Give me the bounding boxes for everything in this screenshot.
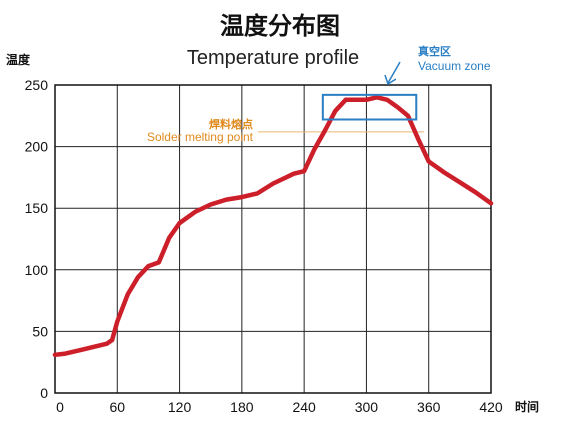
y-axis-label: 温度 — [6, 52, 31, 67]
y-tick-label: 200 — [25, 139, 49, 155]
x-tick-label: 60 — [109, 399, 125, 415]
y-tick-label: 150 — [25, 200, 49, 216]
x-tick-label: 300 — [355, 399, 379, 415]
x-tick-label: 360 — [417, 399, 441, 415]
vacuum-zone-pointer — [387, 61, 401, 84]
series-line-temperature — [52, 95, 494, 358]
vacuum-zone-pointer-head — [384, 74, 397, 86]
y-tick-label: 250 — [25, 77, 49, 93]
vacuum-zone-label-en: Vacuum zone — [418, 59, 491, 73]
chart-subtitle: Temperature profile — [187, 47, 359, 69]
y-tick-labels: 0 50 100 150 200 250 — [25, 77, 49, 401]
x-tick-label: 0 — [56, 399, 64, 415]
y-tick-label: 100 — [25, 262, 49, 278]
grid — [55, 85, 491, 393]
x-tick-label: 120 — [168, 399, 192, 415]
melting-point-label-cn: 焊料熔点 — [209, 117, 253, 131]
x-tick-label: 420 — [479, 399, 503, 415]
x-tick-labels: 0 60 120 180 240 300 360 420 — [56, 399, 503, 415]
x-axis-label: 时间 — [515, 399, 539, 414]
plot-frame — [54, 84, 492, 394]
melting-point-label-en: Solder melting point — [147, 130, 254, 144]
vacuum-zone-label-cn: 真空区 — [418, 44, 451, 58]
chart-title: 温度分布图 — [220, 12, 340, 40]
vacuum-zone-box — [321, 93, 418, 121]
y-tick-label: 0 — [40, 385, 48, 401]
x-tick-label: 240 — [292, 399, 316, 415]
y-tick-label: 50 — [32, 323, 48, 339]
x-tick-label: 180 — [230, 399, 254, 415]
